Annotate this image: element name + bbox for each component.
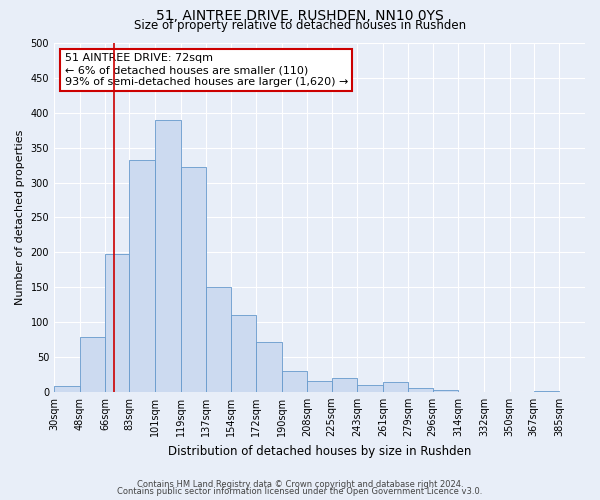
X-axis label: Distribution of detached houses by size in Rushden: Distribution of detached houses by size …	[168, 444, 471, 458]
Bar	[105, 254, 130, 392]
Bar	[383, 382, 409, 392]
Bar	[54, 386, 80, 392]
Text: Size of property relative to detached houses in Rushden: Size of property relative to detached ho…	[134, 18, 466, 32]
Bar	[409, 388, 433, 392]
Bar	[332, 378, 357, 392]
Text: Contains public sector information licensed under the Open Government Licence v3: Contains public sector information licen…	[118, 487, 482, 496]
Bar	[230, 315, 256, 392]
Bar	[80, 338, 105, 392]
Bar	[206, 287, 230, 392]
Text: 51, AINTREE DRIVE, RUSHDEN, NN10 0YS: 51, AINTREE DRIVE, RUSHDEN, NN10 0YS	[156, 9, 444, 23]
Text: Contains HM Land Registry data © Crown copyright and database right 2024.: Contains HM Land Registry data © Crown c…	[137, 480, 463, 489]
Bar	[282, 371, 307, 392]
Y-axis label: Number of detached properties: Number of detached properties	[15, 130, 25, 305]
Bar	[155, 120, 181, 392]
Bar	[433, 390, 458, 392]
Bar	[534, 391, 559, 392]
Bar	[256, 342, 282, 392]
Text: 51 AINTREE DRIVE: 72sqm
← 6% of detached houses are smaller (110)
93% of semi-de: 51 AINTREE DRIVE: 72sqm ← 6% of detached…	[65, 54, 348, 86]
Bar	[307, 382, 332, 392]
Bar	[130, 160, 155, 392]
Bar	[357, 385, 383, 392]
Bar	[181, 167, 206, 392]
